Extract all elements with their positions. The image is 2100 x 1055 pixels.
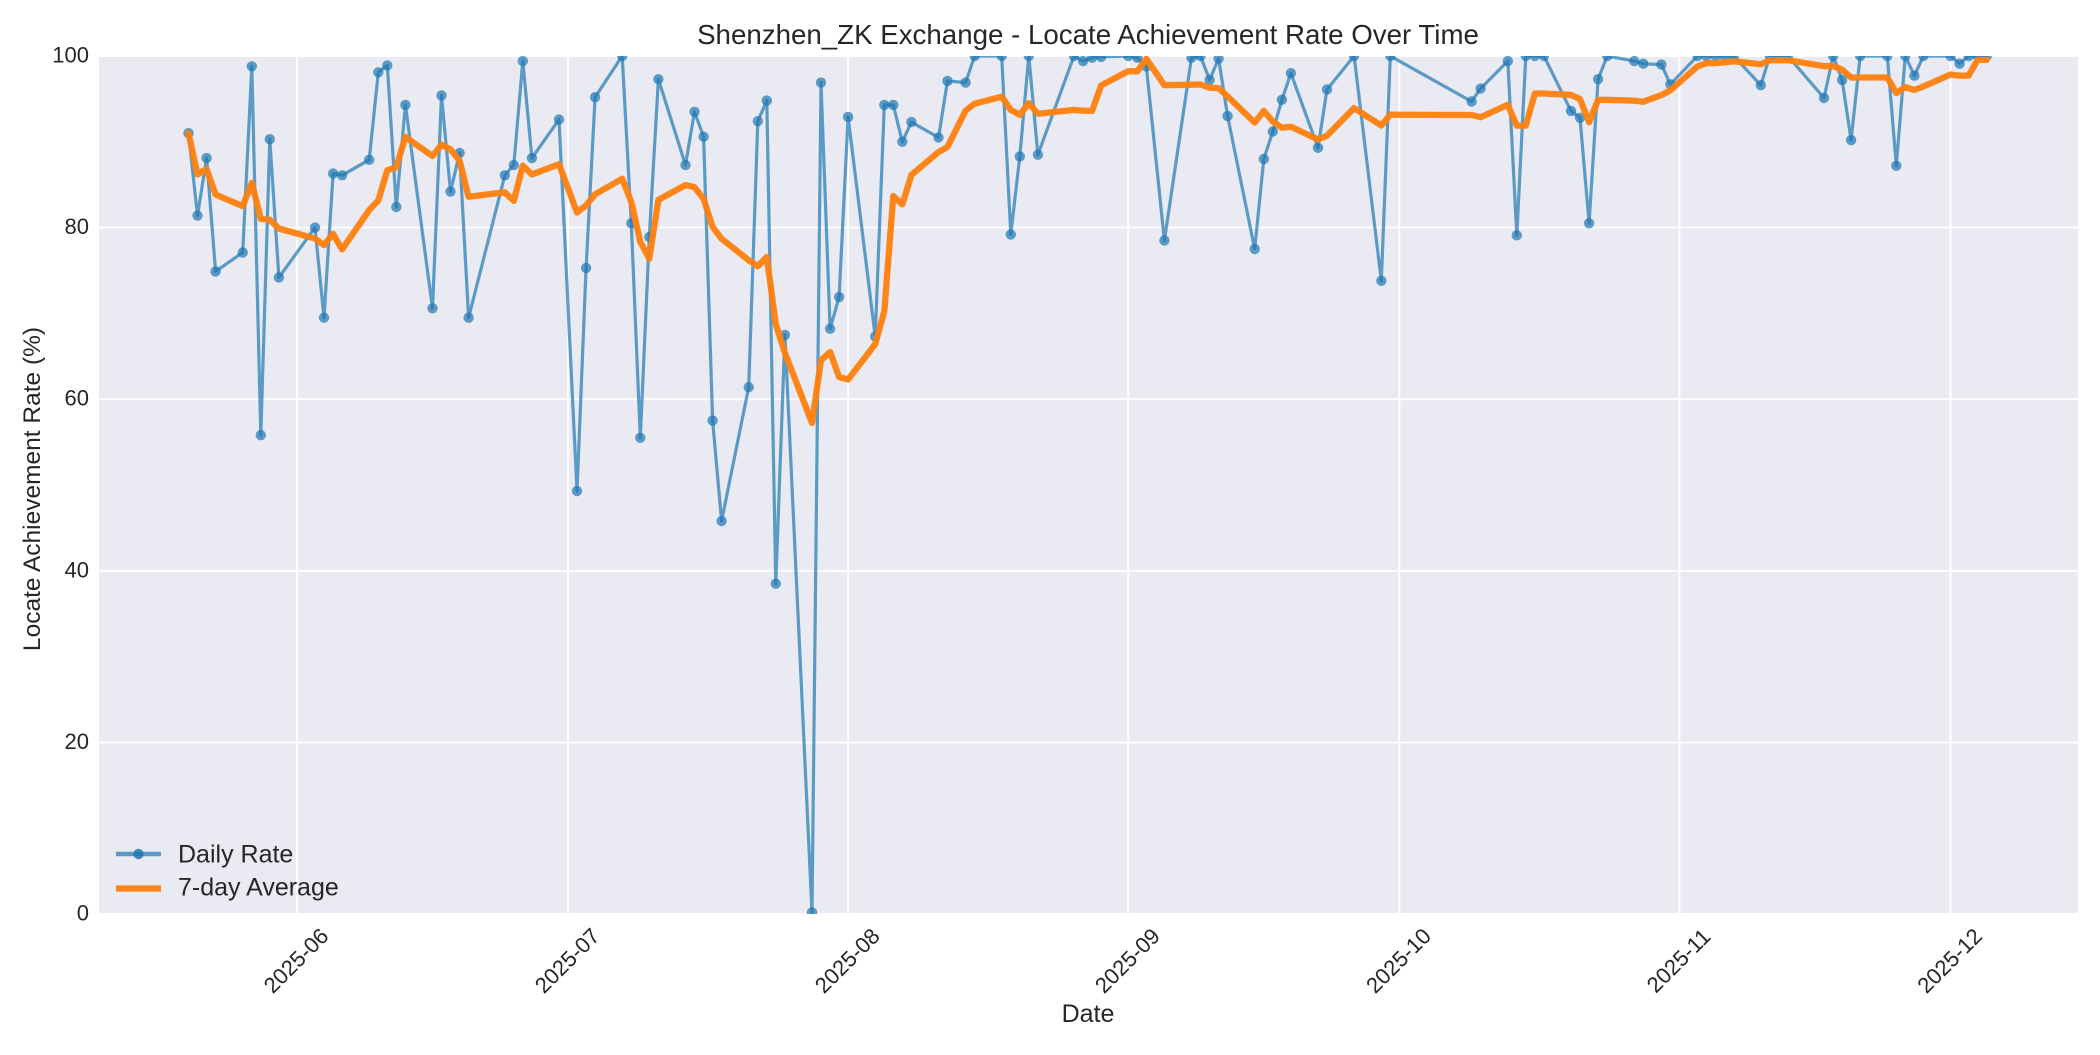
svg-text:40: 40 — [65, 557, 89, 582]
svg-text:0: 0 — [77, 901, 89, 926]
svg-text:Daily Rate: Daily Rate — [178, 841, 293, 869]
svg-text:Date: Date — [1062, 1000, 1115, 1028]
svg-text:7-day Average: 7-day Average — [178, 874, 339, 902]
svg-text:Shenzhen_ZK Exchange - Locate: Shenzhen_ZK Exchange - Locate Achievemen… — [697, 19, 1479, 50]
svg-text:100: 100 — [52, 43, 89, 68]
svg-text:20: 20 — [65, 729, 89, 754]
svg-text:80: 80 — [65, 214, 89, 239]
svg-text:60: 60 — [65, 386, 89, 411]
svg-text:Locate Achievement Rate (%): Locate Achievement Rate (%) — [19, 327, 46, 651]
